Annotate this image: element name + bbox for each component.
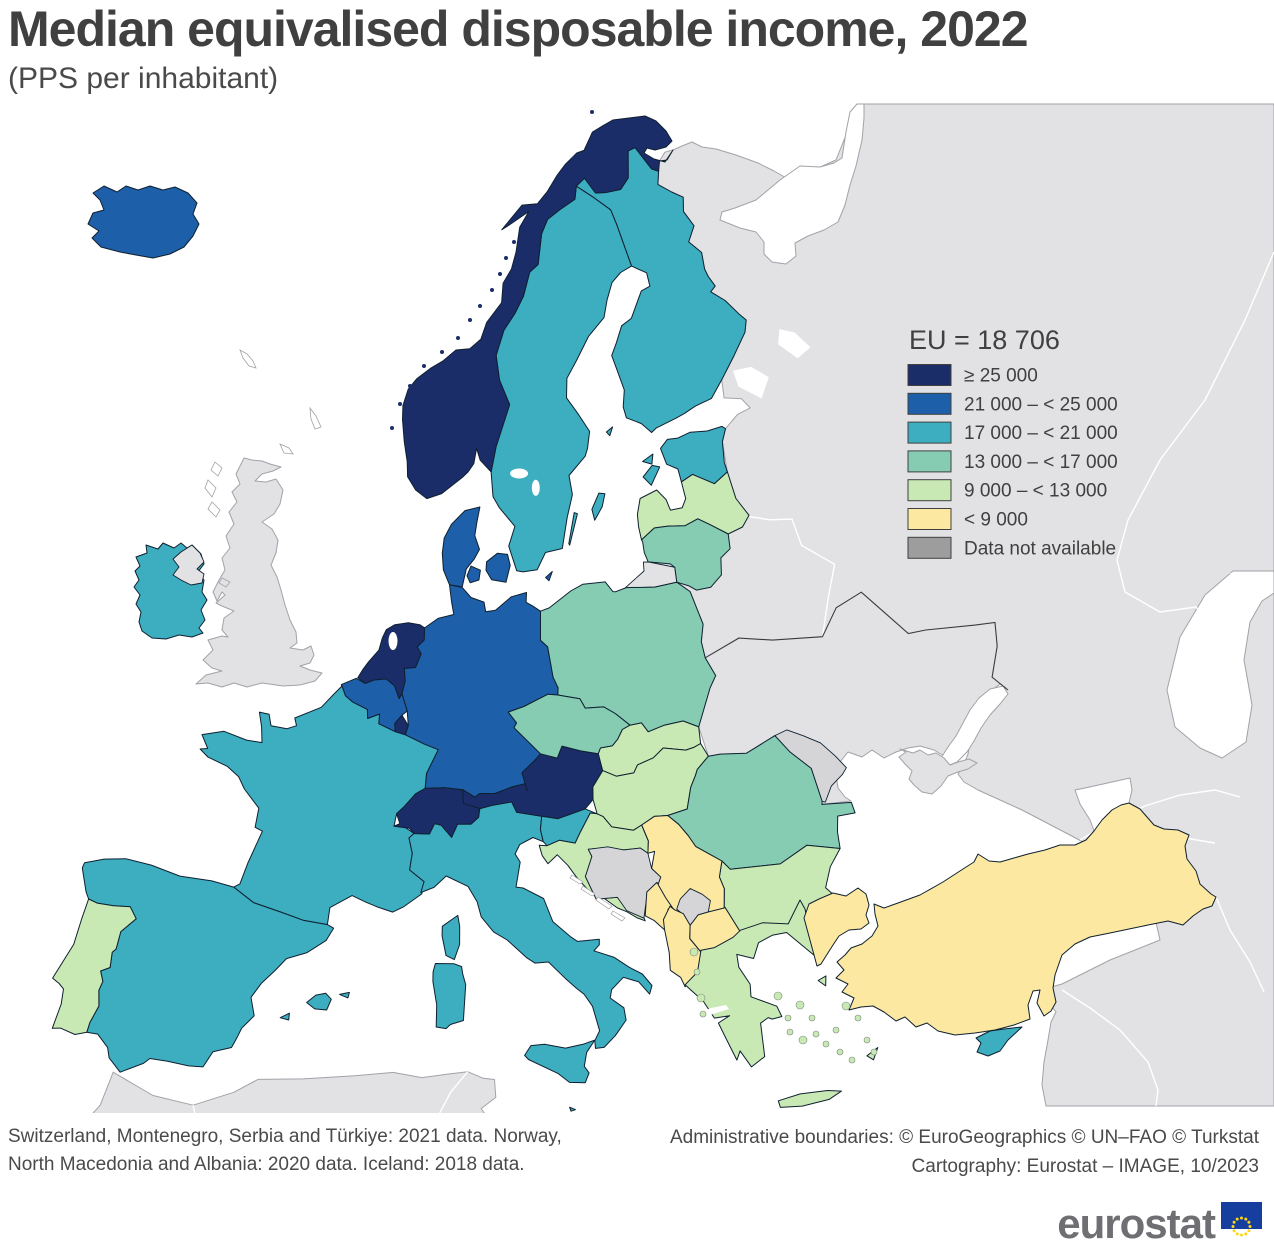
svg-text:21 000 – < 25 000: 21 000 – < 25 000 xyxy=(964,394,1118,415)
svg-text:< 9 000: < 9 000 xyxy=(964,510,1028,531)
svg-text:≥ 25 000: ≥ 25 000 xyxy=(964,366,1038,387)
svg-text:EU = 18 706: EU = 18 706 xyxy=(909,325,1060,355)
svg-text:9 000 – < 13 000: 9 000 – < 13 000 xyxy=(964,481,1107,502)
svg-text:17 000 – < 21 000: 17 000 – < 21 000 xyxy=(964,423,1118,444)
svg-text:Data not available: Data not available xyxy=(964,538,1116,559)
svg-text:13 000 – < 17 000: 13 000 – < 17 000 xyxy=(964,452,1118,473)
